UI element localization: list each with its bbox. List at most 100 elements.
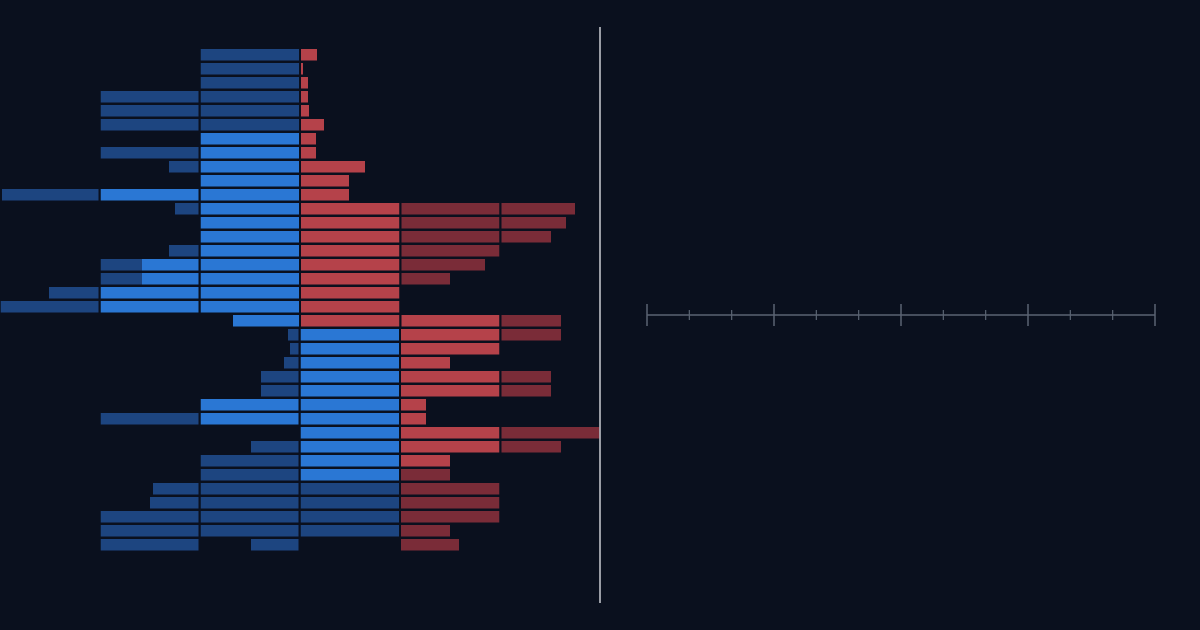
bar-segment-red-bright [401,329,500,341]
bar-segment-blue-dark [100,119,199,131]
bar-segment-red-dark [401,231,500,243]
bar-segment-blue-dark [200,119,299,131]
bar-segment-red-bright [301,315,400,327]
bar-segment-blue-bright [100,287,199,299]
bar-segment-blue-dark [300,483,399,495]
bar-segment-red-dark [401,259,485,271]
bar-segment-blue-dark [300,511,399,523]
bar-segment-blue-bright [300,455,399,467]
bar-segment-blue-bright [100,301,199,313]
bar-segment-blue-bright [200,287,299,299]
bar-segment-blue-dark [200,469,299,481]
bar-segment-blue-bright [142,259,199,271]
bar-segment-red-bright [401,413,426,425]
bar-segment-red-bright [301,259,400,271]
bar-segment-blue-dark [300,525,399,537]
bar-segment-blue-dark [261,371,299,383]
bar-segment-red-dark [401,525,450,537]
bar-segment-blue-dark [100,273,142,285]
bar-segment-red-bright [301,119,324,131]
bar-segment-red-dark [501,315,561,327]
bar-segment-red-dark [401,203,500,215]
bar-segment-blue-bright [300,385,399,397]
bar-segment-red-bright [401,427,500,439]
bar-segment-red-bright [301,175,349,187]
bar-segment-blue-bright [200,259,299,271]
bar-segment-blue-bright [300,441,399,453]
bar-segment-blue-dark [251,539,299,551]
bar-rows [0,49,600,551]
bar-segment-blue-dark [200,511,299,523]
bar-segment-blue-dark [261,385,299,397]
bar-segment-blue-dark [0,301,99,313]
bar-segment-red-dark [501,441,561,453]
bar-segment-red-bright [301,301,400,313]
bar-segment-blue-dark [284,357,299,369]
bar-segment-blue-bright [142,273,199,285]
bar-segment-red-bright [301,287,400,299]
bar-segment-blue-dark [200,77,299,89]
bar-segment-blue-dark [200,525,299,537]
bar-segment-red-bright [301,231,400,243]
bar-segment-red-bright [401,441,500,453]
bar-segment-red-bright [401,399,426,411]
bar-segment-blue-dark [290,343,299,355]
bar-segment-red-bright [301,161,365,173]
bar-segment-red-dark [401,217,500,229]
bar-segment-blue-dark [200,497,299,509]
bar-segment-red-dark [501,203,575,215]
bar-segment-blue-bright [200,231,299,243]
bar-segment-blue-dark [100,147,199,159]
bar-segment-blue-bright [200,189,299,201]
bar-segment-red-dark [401,483,500,495]
bar-segment-blue-dark [100,539,199,551]
bar-segment-red-bright [301,63,303,75]
bar-segment-red-bright [301,91,308,103]
bar-segment-red-dark [401,497,500,509]
bar-segment-blue-bright [300,427,399,439]
bar-segment-red-bright [301,133,316,145]
bar-segment-blue-bright [300,329,399,341]
bar-segment-red-dark [401,511,500,523]
bar-segment-red-dark [401,469,450,481]
bar-segment-blue-bright [300,399,399,411]
bar-segment-red-dark [401,539,459,551]
bar-segment-red-bright [401,455,450,467]
bar-segment-blue-bright [233,315,299,327]
bar-segment-blue-dark [200,105,299,117]
bar-segment-blue-dark [200,455,299,467]
bar-segment-blue-dark [200,483,299,495]
bar-segment-blue-bright [200,273,299,285]
bar-segment-blue-bright [200,413,299,425]
bar-segment-red-bright [401,371,500,383]
bar-segment-red-bright [301,189,349,201]
bar-segment-blue-bright [200,399,299,411]
bar-segment-blue-dark [100,413,199,425]
bar-segment-red-dark [501,427,600,439]
bar-segment-blue-dark [288,329,299,341]
bar-segment-red-bright [401,357,450,369]
bar-segment-blue-dark [2,189,99,201]
bar-segment-blue-bright [200,301,299,313]
bar-segment-blue-dark [100,259,142,271]
bar-segment-blue-bright [200,217,299,229]
bar-segment-red-dark [501,231,551,243]
bar-segment-blue-bright [200,161,299,173]
bar-segment-red-bright [301,105,309,117]
bar-segment-blue-dark [200,91,299,103]
bar-segment-red-dark [401,273,450,285]
bar-segment-red-bright [301,77,308,89]
bar-segment-blue-dark [100,91,199,103]
bar-segment-red-bright [301,49,317,61]
bar-segment-blue-dark [150,497,199,509]
bar-segment-red-dark [501,329,561,341]
bar-segment-blue-dark [300,497,399,509]
bar-segment-blue-dark [251,441,299,453]
bar-segment-red-bright [401,315,500,327]
bar-segment-blue-dark [169,245,199,257]
bar-segment-blue-bright [200,203,299,215]
bar-segment-blue-dark [200,63,299,75]
bar-segment-blue-dark [200,49,299,61]
bar-segment-red-dark [501,385,551,397]
bar-segment-red-bright [401,385,500,397]
